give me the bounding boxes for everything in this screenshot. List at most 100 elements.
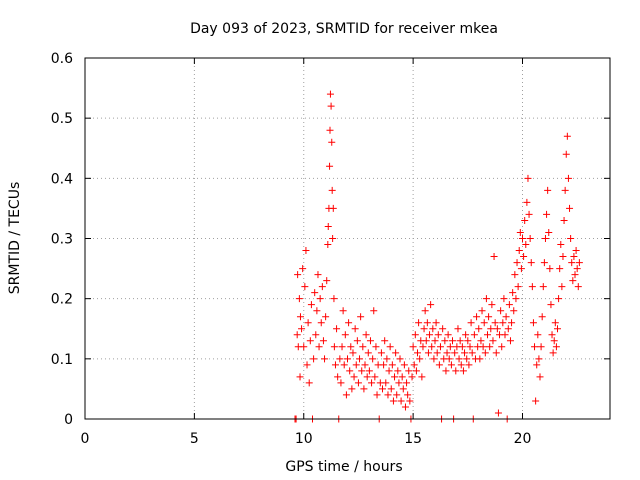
data-point <box>556 265 564 273</box>
data-point <box>521 216 529 224</box>
data-point <box>372 343 380 351</box>
data-point <box>510 307 518 315</box>
data-point <box>348 385 356 393</box>
data-point <box>545 228 553 236</box>
data-point <box>486 343 494 351</box>
data-point <box>330 295 338 303</box>
data-point <box>401 403 409 411</box>
data-point <box>329 204 337 212</box>
x-tick-label: 5 <box>190 431 199 447</box>
data-point <box>359 343 367 351</box>
data-point <box>534 331 542 339</box>
data-point <box>328 186 336 194</box>
data-point <box>531 343 539 351</box>
data-point <box>387 385 395 393</box>
data-point <box>511 271 519 279</box>
data-point <box>328 138 336 146</box>
data-point <box>331 361 339 369</box>
data-point <box>305 379 313 387</box>
data-point <box>304 319 312 327</box>
data-point <box>562 150 570 158</box>
data-point <box>528 283 536 291</box>
data-point <box>551 319 559 327</box>
x-tick-label: 15 <box>404 431 422 447</box>
data-point <box>342 391 350 399</box>
data-point <box>315 343 323 351</box>
data-point <box>295 295 303 303</box>
data-point <box>459 367 467 375</box>
data-point <box>467 319 475 327</box>
data-point <box>549 349 557 357</box>
data-point <box>479 343 487 351</box>
data-point <box>517 265 525 273</box>
data-point <box>398 373 406 381</box>
data-point <box>439 325 447 333</box>
data-point <box>524 174 532 182</box>
data-point <box>512 295 520 303</box>
data-point <box>391 373 399 381</box>
data-point <box>537 343 545 351</box>
x-axis-label: GPS time / hours <box>285 459 402 475</box>
data-point <box>350 373 358 381</box>
data-point <box>446 343 454 351</box>
data-point <box>539 283 547 291</box>
data-point <box>449 337 456 345</box>
data-point <box>319 337 327 345</box>
data-point <box>494 409 502 417</box>
data-point <box>389 397 397 405</box>
data-point <box>421 307 429 315</box>
data-point <box>470 331 478 339</box>
y-tick-label: 0.5 <box>51 111 73 127</box>
data-point <box>422 337 430 345</box>
data-point <box>487 325 495 333</box>
data-point <box>458 343 466 351</box>
data-point <box>363 373 371 381</box>
data-point <box>526 235 534 242</box>
data-point <box>381 337 389 345</box>
data-point <box>369 355 377 363</box>
data-point <box>489 337 497 345</box>
data-point <box>430 355 438 363</box>
data-point <box>323 277 331 285</box>
data-point <box>326 126 334 134</box>
data-point <box>388 361 396 369</box>
data-point <box>457 361 465 369</box>
data-point <box>462 331 470 339</box>
data-point <box>395 379 403 387</box>
data-point <box>364 349 372 357</box>
data-point <box>497 307 505 315</box>
data-point <box>368 379 376 387</box>
data-point <box>311 289 319 297</box>
data-point <box>337 379 345 387</box>
data-point <box>419 343 427 351</box>
data-point <box>366 337 374 345</box>
data-point <box>336 355 344 363</box>
data-point <box>505 301 513 309</box>
data-point <box>455 355 463 363</box>
data-point <box>492 349 500 357</box>
x-tick-label: 10 <box>295 431 313 447</box>
data-point <box>356 355 364 363</box>
data-point <box>429 325 437 333</box>
data-point <box>349 349 357 357</box>
data-point <box>384 391 392 399</box>
data-point <box>426 331 434 339</box>
data-point <box>488 301 496 309</box>
data-point <box>559 253 567 261</box>
data-point <box>340 361 348 369</box>
data-point <box>397 397 405 405</box>
x-tick-label: 0 <box>81 431 90 447</box>
data-point <box>557 241 565 249</box>
data-point <box>412 367 420 375</box>
data-point <box>464 337 472 345</box>
data-point <box>520 253 528 261</box>
data-point <box>574 283 582 291</box>
data-point <box>484 331 491 339</box>
data-point <box>334 373 342 381</box>
data-point <box>373 391 381 399</box>
data-point <box>555 295 563 303</box>
data-point <box>540 259 548 267</box>
data-point <box>575 259 583 267</box>
data-point <box>377 349 385 357</box>
data-point <box>435 361 443 369</box>
